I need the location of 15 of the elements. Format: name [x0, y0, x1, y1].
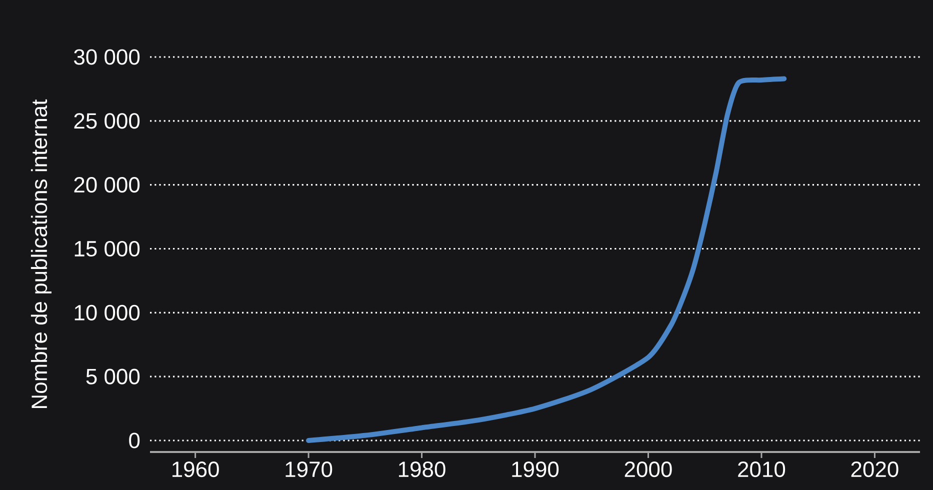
x-tick-label: 2020: [851, 462, 898, 478]
y-tick-label: 0: [129, 432, 140, 448]
y-tick-label: 25 000: [74, 113, 140, 129]
x-tick-label: 1990: [512, 462, 559, 478]
y-tick-label: 5 000: [86, 368, 140, 384]
y-axis-title: Nombre de publications internat: [30, 99, 52, 408]
y-tick-label: 10 000: [74, 304, 140, 320]
y-tick-label: 15 000: [74, 240, 140, 257]
y-tick-label: 30 000: [74, 49, 140, 65]
x-tick-label: 1960: [172, 462, 219, 478]
y-tick-label: 20 000: [74, 177, 140, 193]
x-tick-label: 2000: [624, 462, 672, 478]
x-tick-label: 1970: [286, 462, 332, 478]
x-tick-label: 2010: [738, 462, 786, 478]
x-tick-label: 1980: [398, 462, 446, 478]
